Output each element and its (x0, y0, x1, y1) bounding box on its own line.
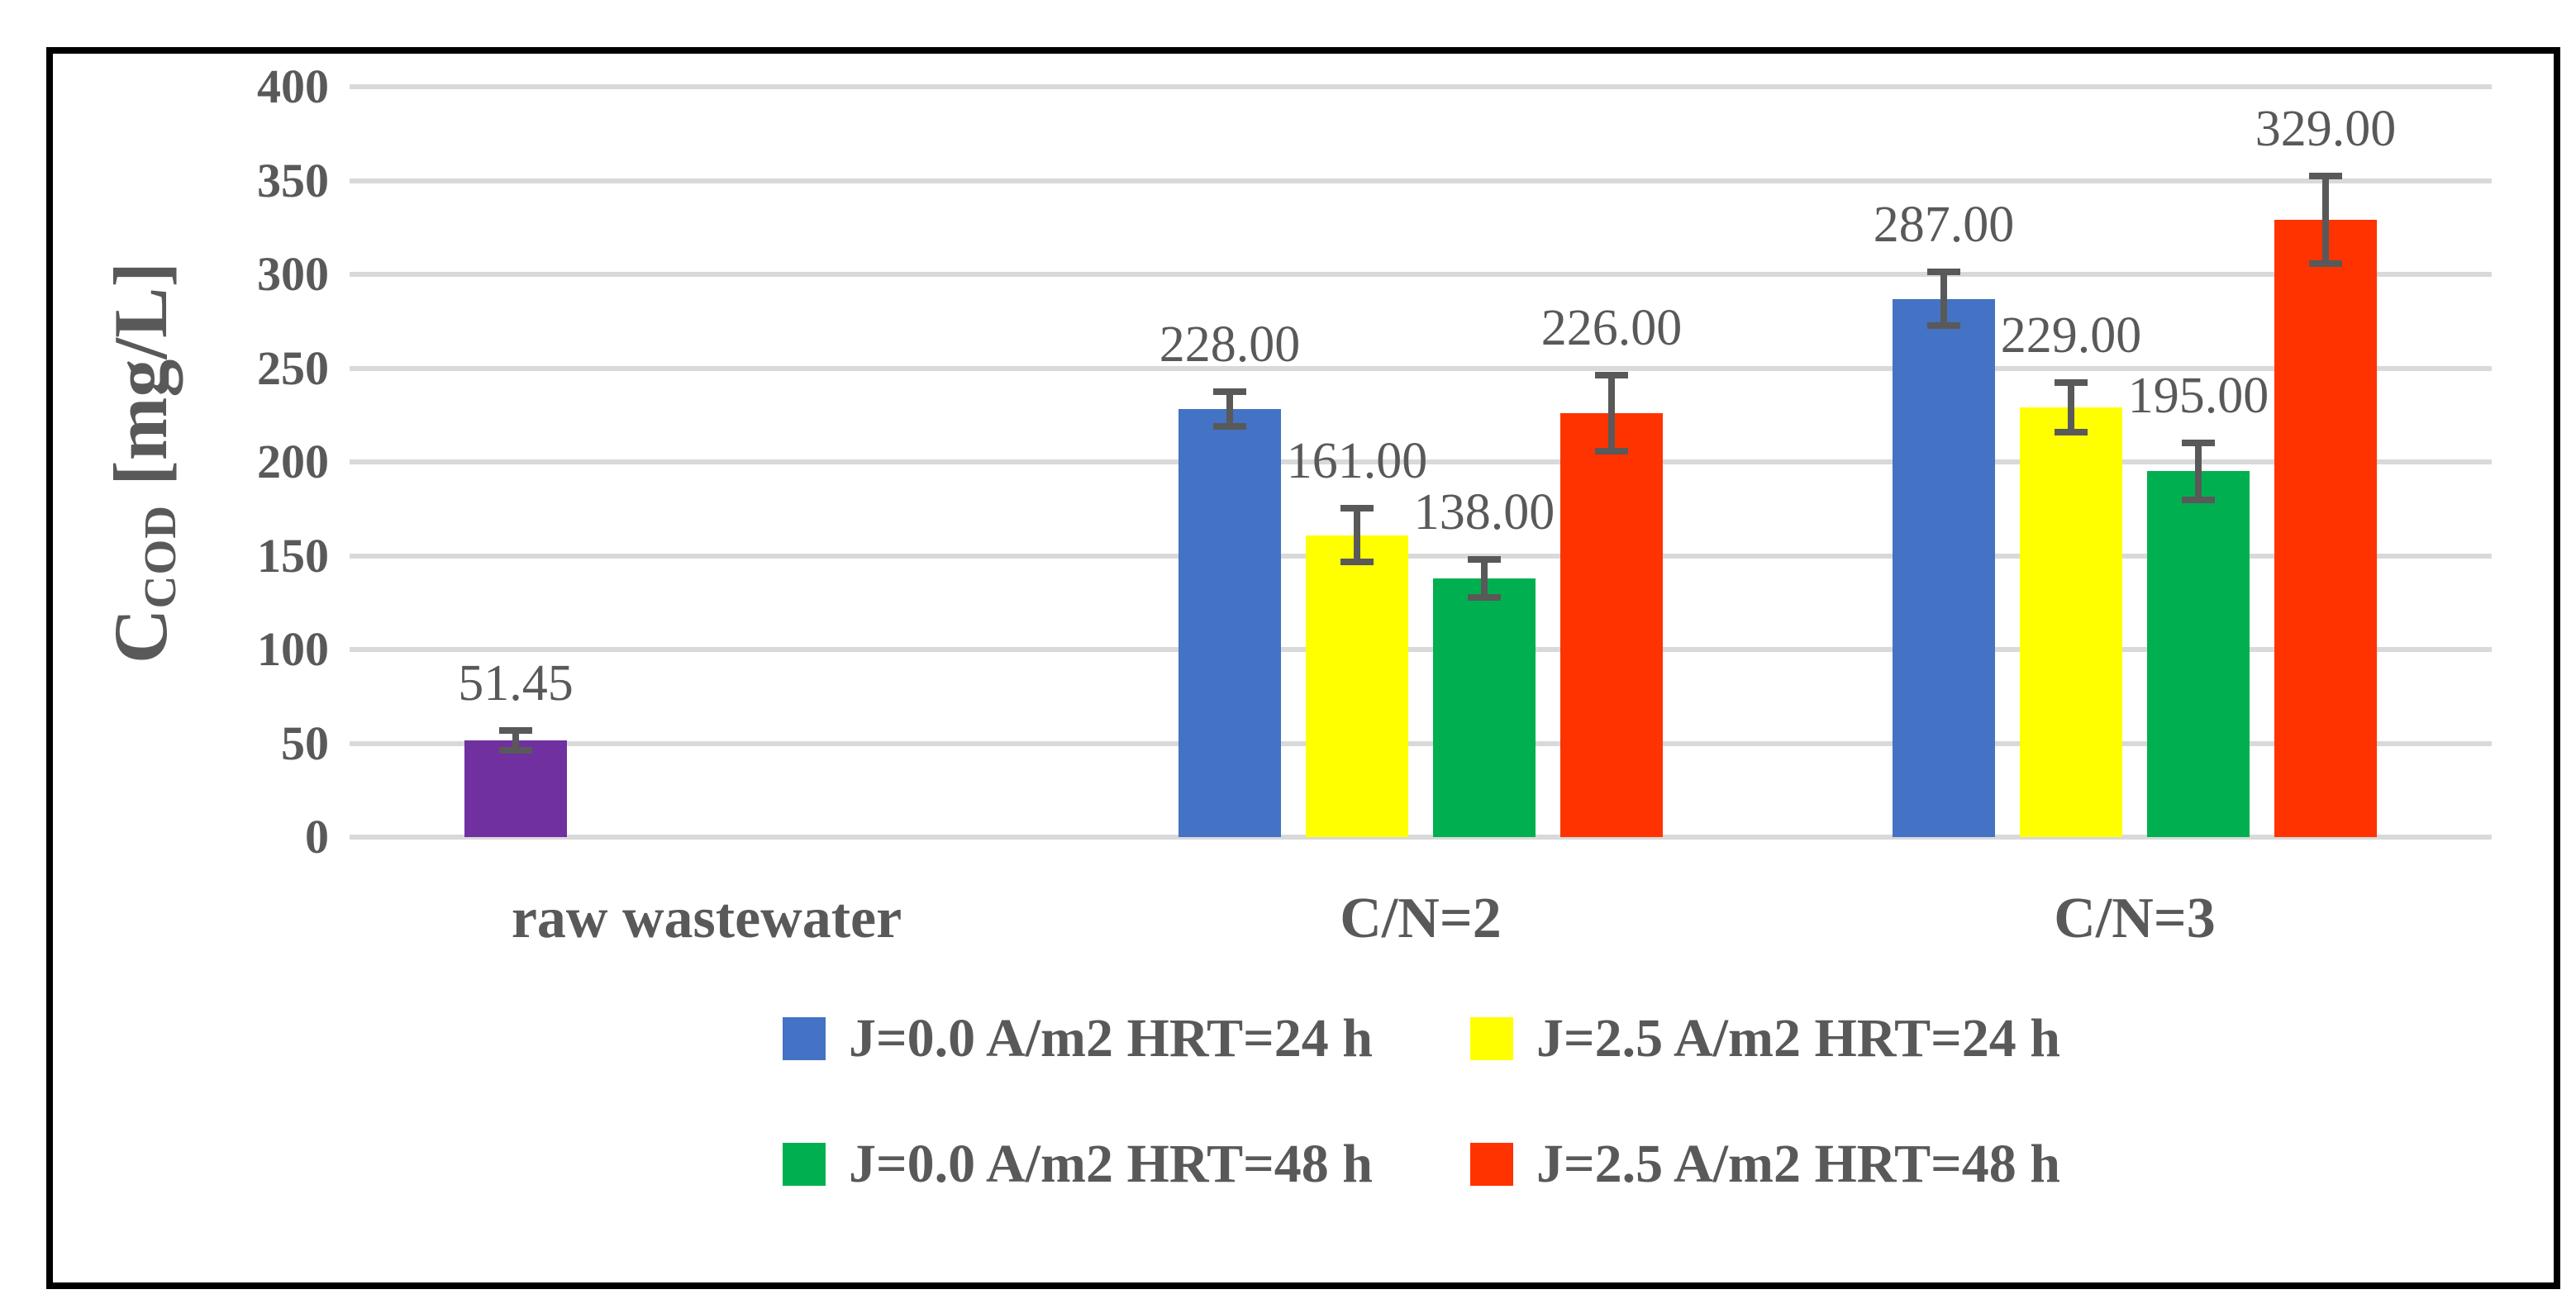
data-label: 161.00 (1286, 433, 1428, 490)
error-bar-line (1226, 388, 1233, 431)
error-bar (1340, 505, 1374, 565)
error-bar (499, 727, 532, 754)
y-axis-tick-label: 350 (257, 153, 329, 207)
bar-c-n-3-s3 (2147, 471, 2250, 837)
error-bar-cap-bottom (499, 747, 532, 754)
legend-label: J=0.0 A/m2 HRT=24 h (849, 1008, 1373, 1068)
data-label: 51.45 (458, 655, 574, 712)
y-axis-tick-label: 100 (257, 622, 329, 676)
y-axis-tick-label: 0 (305, 810, 329, 864)
bar-c-n-2-s4 (1560, 412, 1663, 837)
error-bar-cap-bottom (1340, 558, 1374, 565)
y-axis-tick-label: 300 (257, 247, 329, 301)
error-bar (1468, 555, 1501, 601)
x-axis-category-label: raw wastewater (511, 887, 902, 950)
legend-swatch (1470, 1017, 1513, 1060)
gridline (350, 272, 2492, 277)
error-bar-cap-bottom (2309, 259, 2342, 267)
legend-item-s3: J=0.0 A/m2 HRT=48 h (783, 1127, 1373, 1201)
legend-swatch (1470, 1143, 1513, 1186)
bar-c-n-2-s3 (1433, 578, 1536, 837)
legend-label: J=2.5 A/m2 HRT=24 h (1536, 1008, 2060, 1068)
y-axis-tick-label: 200 (257, 435, 329, 488)
error-bar-line (1354, 505, 1360, 565)
bar-c-n-2-s2 (1306, 535, 1408, 837)
error-bar-cap-top (1340, 505, 1374, 512)
bar-c-n-3-s4 (2274, 220, 2377, 837)
error-bar-cap-bottom (1468, 593, 1501, 601)
legend: J=0.0 A/m2 HRT=24 h J=2.5 A/m2 HRT=24 h J=… (350, 1002, 2493, 1201)
data-label: 329.00 (2255, 101, 2397, 158)
y-axis-tick-label: 50 (281, 716, 329, 770)
x-axis-category-label: C/N=2 (1340, 887, 1502, 950)
error-bar-cap-top (1213, 388, 1246, 396)
error-bar-cap-bottom (1927, 321, 1960, 329)
bar-c-n-2-s1 (1178, 409, 1281, 837)
error-bar-line (2195, 439, 2202, 503)
legend-swatch (783, 1017, 826, 1060)
error-bar-cap-top (2055, 379, 2088, 387)
error-bar-cap-top (1468, 555, 1501, 563)
legend-label: J=2.5 A/m2 HRT=48 h (1536, 1134, 2060, 1194)
y-axis-tick-label: 250 (257, 340, 329, 395)
error-bar-line (1481, 555, 1488, 601)
error-bar-cap-bottom (2182, 496, 2215, 503)
chart-frame (46, 47, 2560, 1289)
bar-raw-wastewater-s1 (464, 740, 567, 837)
y-axis-tick-label: 400 (257, 59, 329, 113)
legend-item-s4: J=2.5 A/m2 HRT=48 h (1470, 1127, 2060, 1201)
error-bar (2309, 173, 2342, 267)
error-bar-cap-top (499, 727, 532, 735)
error-bar-cap-top (1927, 269, 1960, 276)
error-bar-cap-top (2309, 173, 2342, 180)
data-label: 138.00 (1413, 483, 1555, 540)
legend-item-s2: J=2.5 A/m2 HRT=24 h (1470, 1002, 2060, 1076)
error-bar-cap-bottom (2055, 429, 2088, 436)
y-axis-tick-label: 150 (257, 528, 329, 583)
gridline (350, 553, 2492, 559)
error-bar (1927, 269, 1960, 329)
error-bar-cap-bottom (1595, 447, 1628, 454)
data-label: 229.00 (2000, 307, 2142, 364)
gridline (350, 84, 2492, 89)
legend-swatch (783, 1143, 826, 1186)
data-label: 226.00 (1540, 300, 1683, 357)
data-label: 287.00 (1873, 197, 2015, 254)
error-bar-line (2322, 173, 2329, 267)
gridline (350, 740, 2492, 746)
error-bar (1595, 372, 1628, 454)
error-bar-line (1608, 372, 1615, 454)
legend-row: J=0.0 A/m2 HRT=48 h J=2.5 A/m2 HRT=48 h (783, 1127, 2060, 1201)
error-bar-cap-top (1595, 372, 1628, 379)
gridline (350, 647, 2492, 652)
gridline (350, 365, 2492, 371)
data-label: 195.00 (2127, 367, 2269, 424)
legend-item-s1: J=0.0 A/m2 HRT=24 h (783, 1002, 1373, 1076)
error-bar-cap-top (2182, 439, 2215, 446)
bar-c-n-3-s2 (2020, 407, 2122, 837)
error-bar-line (512, 727, 519, 754)
error-bar (2182, 439, 2215, 503)
data-label: 228.00 (1159, 316, 1301, 374)
error-bar-line (1940, 269, 1947, 329)
x-axis-category-label: C/N=3 (2054, 887, 2216, 950)
legend-row: J=0.0 A/m2 HRT=24 h J=2.5 A/m2 HRT=24 h (783, 1002, 2060, 1076)
error-bar-cap-bottom (1213, 423, 1246, 431)
gridline (350, 459, 2492, 464)
bar-c-n-3-s1 (1893, 298, 1995, 837)
legend-label: J=0.0 A/m2 HRT=48 h (849, 1134, 1373, 1194)
gridline (350, 178, 2492, 183)
error-bar-line (2068, 379, 2074, 436)
error-bar (1213, 388, 1246, 431)
error-bar (2055, 379, 2088, 436)
gridline (350, 835, 2492, 840)
